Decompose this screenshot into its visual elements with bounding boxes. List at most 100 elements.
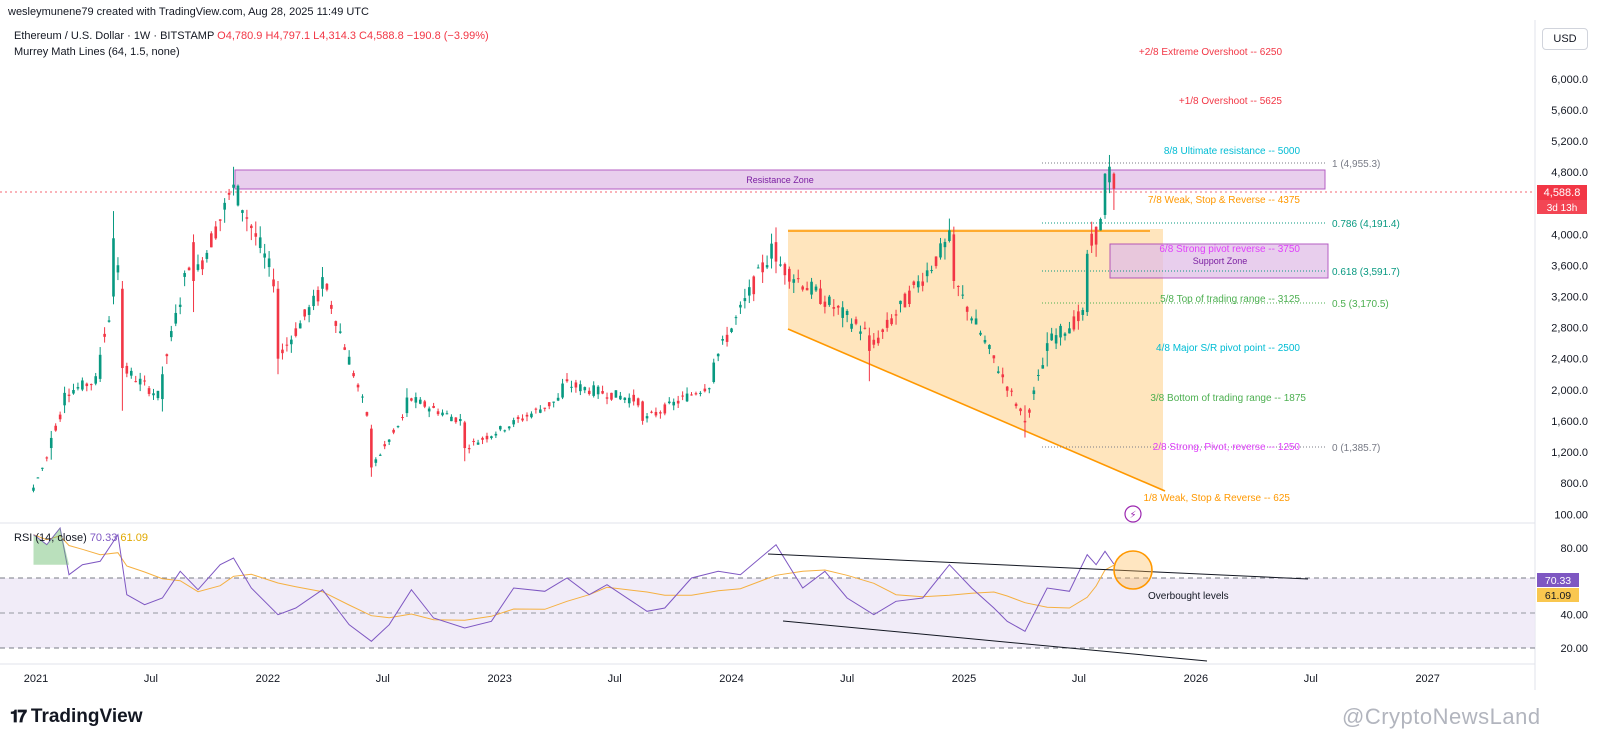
candle-body [885, 319, 889, 328]
rsi-ma-badge [1537, 588, 1579, 602]
candle-body [94, 376, 98, 384]
candle-body [1041, 365, 1045, 369]
price-axis[interactable]: 6,000.0 5,600.0 5,200.0 4,800.0 4,000.0 3,600… [1551, 74, 1588, 490]
indicator-legend[interactable]: Murrey Math Lines (64, 1.5, none) [14, 46, 180, 58]
candle-body [783, 264, 787, 276]
candle-body [281, 349, 284, 354]
candle-body [1005, 386, 1009, 391]
candle-body [894, 314, 898, 316]
candle-body [472, 440, 475, 442]
candle-body [859, 331, 862, 334]
rsi-upper-trendline[interactable] [767, 553, 1309, 580]
candle-body [676, 400, 680, 404]
candle-body [356, 384, 360, 388]
candle-body [868, 335, 871, 351]
candle-body [1059, 325, 1062, 338]
time-axis-tick: Jul [144, 673, 158, 685]
murrey-line-label: +1/8 Overshoot -- 5625 [1179, 96, 1283, 107]
candle-body [285, 344, 289, 346]
candle-body [539, 409, 542, 413]
candle-body [961, 294, 965, 296]
candle-body [1028, 409, 1031, 413]
overbought-annotation: Overbought levels [1148, 591, 1229, 602]
rsi-lower-trendline[interactable] [782, 620, 1208, 662]
candle-body [223, 202, 226, 210]
candle-body [881, 329, 884, 332]
replay-icon[interactable] [1124, 505, 1142, 523]
candle-body [636, 398, 640, 406]
murrey-line-label: 8/8 Ultimate resistance -- 5000 [1164, 146, 1301, 157]
candle-body [330, 304, 333, 309]
candle-body [1037, 375, 1040, 377]
murrey-line-label: 2/8 Strong, Pivot, reverse -- 1250 [1153, 442, 1301, 453]
candle-body [579, 384, 582, 392]
candle-body [1094, 226, 1098, 245]
candle-body [974, 318, 978, 325]
candle-body [378, 454, 382, 456]
candle-body [143, 380, 146, 382]
candle-body [365, 412, 369, 416]
support-zone[interactable] [1109, 243, 1329, 279]
candle-body [423, 401, 427, 407]
candle-body [67, 394, 71, 396]
tradingview-logo[interactable]: 𝟏𝟕 TradingView [10, 706, 142, 728]
candle-body [321, 277, 324, 289]
candle-body [939, 243, 942, 258]
candle-body [970, 318, 973, 321]
price-axis-tick: 1,600.0 [1551, 416, 1588, 428]
resistance-zone[interactable] [234, 169, 1326, 190]
candle-body [836, 305, 840, 308]
candle-body [561, 383, 564, 398]
candle-body [476, 442, 480, 445]
fib-retracement[interactable]: 1 (4,955.3) 0.786 (4,191.4) 0.618 (3,591.7… [1042, 159, 1400, 454]
candle-body [930, 270, 933, 272]
candle-body [556, 397, 560, 401]
candle-body [459, 418, 462, 422]
candle-body [445, 413, 449, 415]
time-axis-tick: 2025 [952, 673, 976, 685]
time-axis[interactable]: 2021 Jul 2022 Jul 2023 Jul 2024 Jul 2025 Jul 2026 J… [24, 673, 1440, 685]
candle-body [1045, 343, 1049, 351]
candle-body [823, 301, 827, 307]
triangle-bottom-line[interactable] [787, 328, 1166, 492]
candle-body [547, 402, 551, 407]
time-axis-tick: 2023 [487, 673, 511, 685]
candle-body [876, 337, 880, 344]
candle-body [685, 393, 689, 402]
candle-body [1103, 173, 1107, 215]
fib-level-label: 0.786 (4,191.4) [1332, 219, 1400, 230]
overbought-circle[interactable] [1113, 550, 1153, 590]
candle-body [650, 411, 653, 413]
triangle-pattern-fill [788, 229, 1163, 491]
candle-body [307, 307, 311, 315]
candle-body [872, 339, 876, 345]
currency-button[interactable]: USD [1542, 28, 1588, 50]
candle-body [943, 241, 947, 248]
candle-body [36, 477, 40, 479]
candle-body [49, 437, 53, 449]
candle-body [1077, 311, 1080, 322]
candlestick-series[interactable] [32, 154, 1116, 493]
candle-body [530, 413, 533, 418]
rsi-axis[interactable]: 100.00 80.00 40.00 20.00 [1554, 510, 1588, 655]
last-price-value: 4,588.8 [1544, 187, 1581, 199]
candle-body [218, 219, 222, 221]
candle-body [814, 286, 818, 291]
rsi-ma-line [33, 534, 1115, 621]
murrey-line-label: 4/8 Major S/R pivot point -- 2500 [1156, 343, 1300, 354]
murrey-line-label: 5/8 Top of trading range -- 3125 [1160, 294, 1300, 305]
rsi-legend[interactable]: RSI (14, close) 70.33 61.09 [14, 532, 148, 544]
candle-body [294, 328, 298, 336]
price-axis-tick: 6,000.0 [1551, 74, 1588, 86]
candle-body [992, 355, 996, 359]
candle-body [570, 386, 573, 388]
time-axis-tick: 2024 [719, 673, 743, 685]
candle-body [890, 318, 893, 325]
candle-body [312, 295, 315, 307]
candle-body [347, 356, 351, 365]
candle-body [1085, 253, 1089, 313]
price-axis-tick: 3,200.0 [1551, 292, 1588, 304]
candle-body [467, 448, 471, 450]
resistance-zone-label: Resistance Zone [746, 175, 814, 185]
